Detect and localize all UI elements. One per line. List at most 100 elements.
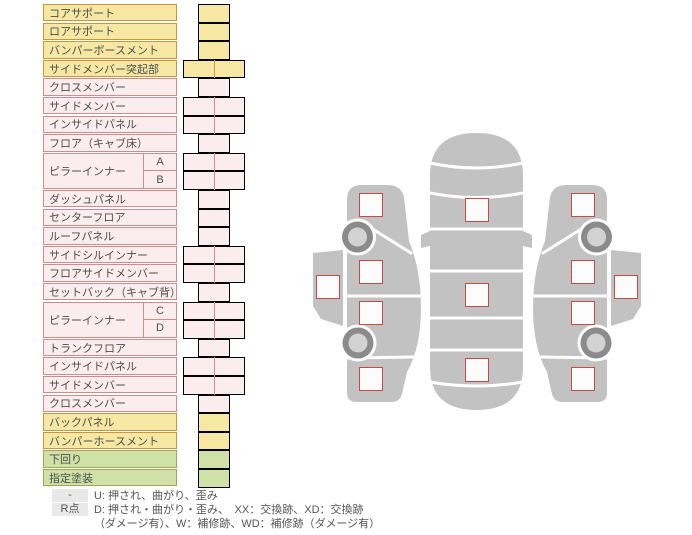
- damage-cell[interactable]: [198, 283, 230, 302]
- damage-cell[interactable]: [198, 190, 230, 209]
- cell-divider: [214, 376, 215, 395]
- damage-cell[interactable]: [183, 301, 245, 321]
- part-row-label: 下回り: [43, 450, 177, 468]
- part-row-label: バンパーボースメント: [43, 41, 177, 59]
- part-row-label: サイドメンバー: [43, 376, 177, 394]
- damage-cell[interactable]: [183, 171, 245, 190]
- checkbox-left-quarter-panel[interactable]: [359, 367, 383, 391]
- checkbox-trunk[interactable]: [465, 358, 489, 382]
- cell-divider: [214, 301, 215, 321]
- car-left-side-view: [313, 185, 423, 402]
- damage-cell[interactable]: [198, 338, 230, 358]
- checkbox-left-front-door[interactable]: [359, 260, 383, 284]
- damage-cell[interactable]: [183, 59, 245, 79]
- part-row-label: サイドメンバー突起部: [43, 59, 177, 78]
- part-row-label: クロスメンバー: [43, 78, 177, 96]
- damage-cell[interactable]: [198, 4, 230, 23]
- part-row-label: 指定塗装: [43, 469, 177, 487]
- car-right-side-view: [531, 185, 641, 402]
- panel-divider-line: [428, 380, 525, 388]
- part-row-label: フロア（キャブ床）: [43, 134, 177, 152]
- part-row-label: センターフロア: [43, 208, 177, 226]
- checkbox-right-rocker-sill[interactable]: [614, 275, 638, 299]
- part-row-label: ロアサポート: [43, 22, 177, 40]
- checkbox-hood[interactable]: [465, 198, 489, 222]
- cell-divider: [214, 320, 215, 339]
- part-row-label: ピラーインナー C D: [43, 301, 177, 338]
- checkbox-right-front-fender[interactable]: [571, 193, 595, 217]
- part-row-label: インサイドパネル: [43, 357, 177, 375]
- legend-text-cont: （ダメージ有）、W：補修跡、WD：補修跡（ダメージ有）: [94, 518, 381, 530]
- legend-row: - U: 押され、曲がり、歪み: [52, 489, 380, 503]
- damage-cell[interactable]: [198, 78, 230, 97]
- damage-cell[interactable]: [198, 208, 230, 228]
- cell-divider: [214, 357, 215, 376]
- damage-cell[interactable]: [198, 394, 230, 414]
- damage-cell[interactable]: [198, 134, 230, 153]
- damage-cell[interactable]: [183, 245, 245, 265]
- checkbox-roof[interactable]: [465, 283, 489, 307]
- legend-row: R点 D: 押され・曲がり・歪み、 XX：交換跡、XD：交換跡: [52, 503, 380, 517]
- damage-cell[interactable]: [183, 115, 245, 135]
- part-row-label: ピラーインナー A B: [43, 152, 177, 189]
- rear-wheel-icon: [339, 324, 377, 362]
- part-row-label: クロスメンバー: [43, 394, 177, 412]
- panel-divider-line: [428, 191, 525, 199]
- part-row-label: セットバック（キャブ背）: [43, 283, 177, 301]
- car-body-shape: [533, 185, 607, 402]
- panel-divider-line: [369, 226, 413, 255]
- checkbox-left-front-fender[interactable]: [359, 193, 383, 217]
- damage-cell[interactable]: [198, 450, 230, 469]
- legend-indent-spacer: [52, 517, 88, 530]
- damage-cell[interactable]: [183, 152, 245, 172]
- checkbox-right-quarter-panel[interactable]: [571, 367, 595, 391]
- checkbox-right-rear-door[interactable]: [571, 301, 595, 325]
- part-row-label: サイドメンバー: [43, 97, 177, 115]
- front-wheel-icon: [339, 218, 376, 256]
- pillar-sub-label: B: [156, 173, 164, 186]
- damage-cell[interactable]: [198, 22, 230, 42]
- pillar-sub-label: C: [144, 303, 176, 321]
- legend-text-u: U: 押され、曲がり、歪み: [94, 490, 218, 502]
- part-row-label: サイドシルインナー: [43, 245, 177, 264]
- panel-divider-line: [428, 161, 525, 170]
- damage-cell[interactable]: [198, 431, 230, 451]
- part-label: ピラーインナー: [44, 302, 144, 337]
- damage-cell[interactable]: [183, 376, 245, 395]
- damage-cell[interactable]: [198, 469, 230, 488]
- damage-cell[interactable]: [183, 357, 245, 376]
- legend-badge-dash: -: [52, 489, 88, 502]
- cell-divider: [214, 245, 215, 265]
- part-row-label: トランクフロア: [43, 338, 177, 357]
- checkbox-right-front-door[interactable]: [571, 260, 595, 284]
- side-mirror-icon: [523, 231, 532, 248]
- side-mirror-icon: [421, 231, 430, 248]
- legend-text-d: D: 押され・曲がり・歪み、 XX：交換跡、XD：交換跡: [94, 504, 364, 516]
- checkbox-left-rear-door[interactable]: [359, 301, 383, 325]
- damage-cell[interactable]: [198, 41, 230, 60]
- car-diagram: [313, 133, 641, 410]
- part-row-label: フロアサイドメンバー: [43, 264, 177, 282]
- legend-badge-rpoint: R点: [52, 503, 88, 516]
- part-row-label: ルーフパネル: [43, 227, 177, 245]
- damage-cell[interactable]: [183, 264, 245, 283]
- damage-cell[interactable]: [183, 97, 245, 116]
- damage-cell[interactable]: [198, 413, 230, 432]
- pillar-sub-label: D: [156, 322, 164, 335]
- car-top-view: [421, 133, 532, 410]
- cell-divider: [214, 152, 215, 172]
- part-row-label: ダッシュパネル: [43, 190, 177, 208]
- part-row-label: コアサポート: [43, 4, 177, 22]
- cell-divider: [214, 59, 215, 79]
- damage-cell[interactable]: [183, 320, 245, 339]
- checkbox-left-rocker-sill[interactable]: [316, 275, 340, 299]
- legend: - U: 押され、曲がり、歪み R点 D: 押され・曲がり・歪み、 XX：交換跡…: [52, 489, 380, 531]
- cell-divider: [214, 171, 215, 190]
- part-label: ピラーインナー: [44, 153, 144, 188]
- part-row-label: バックパネル: [43, 413, 177, 431]
- part-row-label: バンパーホースメント: [43, 431, 177, 450]
- rear-wheel-icon: [577, 324, 615, 362]
- damage-cell[interactable]: [198, 227, 230, 246]
- front-wheel-icon: [578, 218, 615, 256]
